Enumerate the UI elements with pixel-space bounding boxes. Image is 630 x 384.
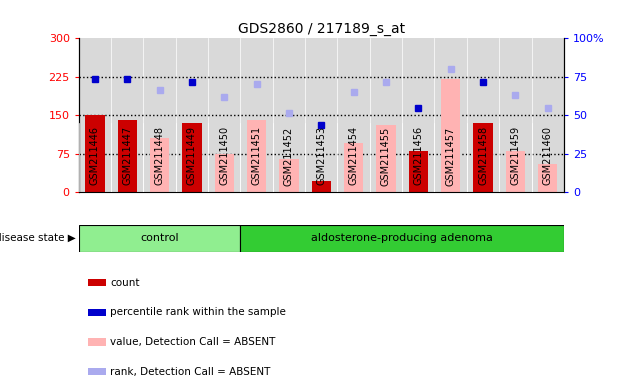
Text: percentile rank within the sample: percentile rank within the sample bbox=[110, 307, 286, 317]
Text: GSM211460: GSM211460 bbox=[542, 126, 553, 185]
Bar bbox=[118, 120, 137, 192]
Text: GSM211452: GSM211452 bbox=[284, 126, 294, 185]
Bar bbox=[538, 164, 558, 192]
Bar bbox=[279, 159, 299, 192]
Bar bbox=[150, 138, 169, 192]
Bar bbox=[312, 181, 331, 192]
Bar bbox=[88, 279, 106, 286]
Bar bbox=[85, 115, 105, 192]
Text: rank, Detection Call = ABSENT: rank, Detection Call = ABSENT bbox=[110, 367, 271, 377]
Bar bbox=[344, 143, 364, 192]
Text: disease state ▶: disease state ▶ bbox=[0, 233, 76, 243]
Bar bbox=[182, 123, 202, 192]
Text: GSM211450: GSM211450 bbox=[219, 126, 229, 185]
Text: GSM211446: GSM211446 bbox=[90, 126, 100, 185]
Text: GSM211447: GSM211447 bbox=[122, 126, 132, 185]
Bar bbox=[376, 126, 396, 192]
Bar bbox=[441, 79, 461, 192]
Bar bbox=[215, 154, 234, 192]
Title: GDS2860 / 217189_s_at: GDS2860 / 217189_s_at bbox=[238, 22, 405, 36]
Bar bbox=[241, 225, 564, 252]
Text: GSM211449: GSM211449 bbox=[187, 126, 197, 185]
Text: GSM211456: GSM211456 bbox=[413, 126, 423, 185]
Bar bbox=[88, 368, 106, 376]
Bar bbox=[247, 120, 266, 192]
Bar bbox=[79, 225, 241, 252]
Text: GSM211458: GSM211458 bbox=[478, 126, 488, 185]
Text: GSM211455: GSM211455 bbox=[381, 126, 391, 185]
Bar bbox=[506, 151, 525, 192]
Text: aldosterone-producing adenoma: aldosterone-producing adenoma bbox=[311, 233, 493, 243]
Text: GSM211448: GSM211448 bbox=[154, 126, 164, 185]
Bar bbox=[473, 123, 493, 192]
Text: value, Detection Call = ABSENT: value, Detection Call = ABSENT bbox=[110, 337, 276, 347]
Text: control: control bbox=[140, 233, 179, 243]
Bar bbox=[88, 339, 106, 346]
Text: GSM211459: GSM211459 bbox=[510, 126, 520, 185]
Text: count: count bbox=[110, 278, 140, 288]
Bar bbox=[88, 309, 106, 316]
Text: GSM211454: GSM211454 bbox=[348, 126, 358, 185]
Text: GSM211457: GSM211457 bbox=[445, 126, 455, 185]
Text: GSM211453: GSM211453 bbox=[316, 126, 326, 185]
Text: GSM211451: GSM211451 bbox=[251, 126, 261, 185]
Bar bbox=[409, 151, 428, 192]
